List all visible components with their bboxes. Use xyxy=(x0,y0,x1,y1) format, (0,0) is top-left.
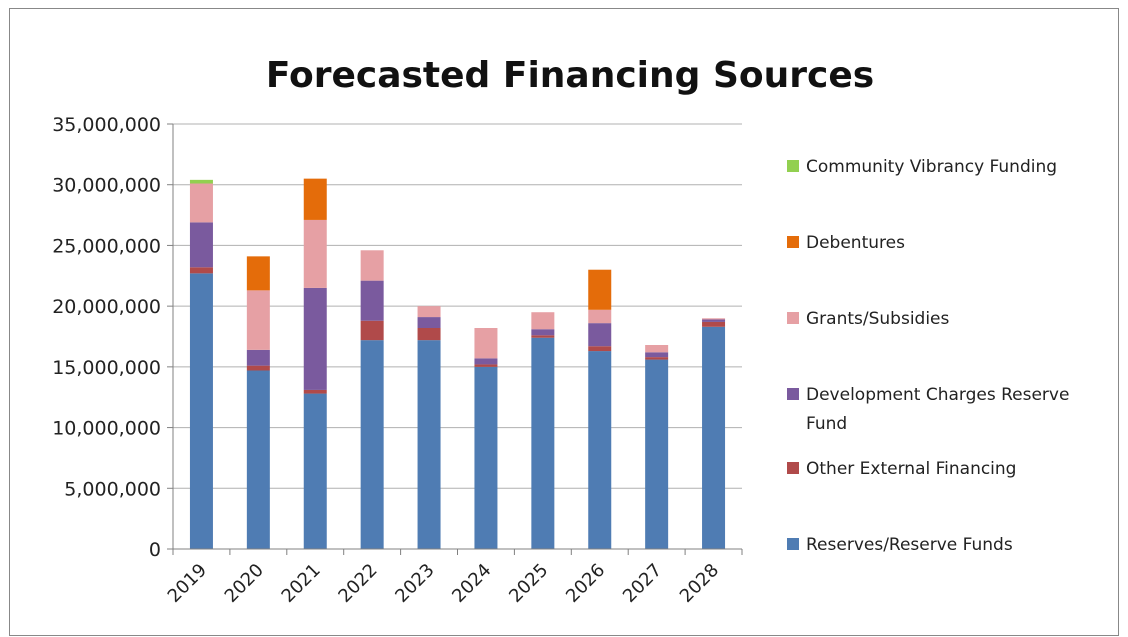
bar-segment xyxy=(417,328,441,341)
legend-label: Other External Financing xyxy=(806,459,1016,479)
bar-segment xyxy=(645,359,669,549)
bar-segment xyxy=(246,290,270,350)
bar-segment xyxy=(531,329,555,336)
bar-segment xyxy=(360,320,384,341)
legend-label: Grants/Subsidies xyxy=(806,309,950,329)
chart-title: Forecasted Financing Sources xyxy=(266,55,874,96)
bar-segment xyxy=(189,179,213,184)
x-axis-ticks: 2019 2020 2021 2022 2023 2024 2025 2026 2027 2028 xyxy=(164,549,743,607)
bar-segment xyxy=(189,273,213,549)
bar-segment xyxy=(360,340,384,549)
bar-segment xyxy=(246,370,270,549)
bar-segment xyxy=(531,312,555,330)
legend-swatch xyxy=(787,160,799,172)
legend-label: Development Charges Reserve xyxy=(806,385,1069,405)
stacked-bar-chart: Forecasted Financing Sources 0 5,000,000 1… xyxy=(52,55,1069,607)
legend-label: Debentures xyxy=(806,233,905,253)
bar-segment xyxy=(417,306,441,318)
legend-swatch xyxy=(787,462,799,474)
bar-segment xyxy=(702,326,726,549)
bar-segment xyxy=(303,393,327,549)
x-tick-label: 2022 xyxy=(334,560,381,607)
bar-segment xyxy=(246,256,270,291)
x-tick-label: 2026 xyxy=(562,560,609,607)
y-axis-ticks: 0 5,000,000 10,000,000 15,000,000 20,000,000… xyxy=(52,114,173,561)
bar-segment xyxy=(303,178,327,220)
bar-segment xyxy=(189,183,213,223)
bars xyxy=(189,178,726,549)
bar-segment xyxy=(645,357,669,360)
bar-segment xyxy=(474,366,498,549)
bar-segment xyxy=(189,267,213,274)
x-tick-label: 2019 xyxy=(164,560,211,607)
bar-segment xyxy=(588,351,612,549)
x-tick-label: 2023 xyxy=(391,560,438,607)
bar-segment xyxy=(417,340,441,549)
legend-label: Reserves/Reserve Funds xyxy=(806,535,1013,555)
x-tick-label: 2028 xyxy=(676,560,723,607)
bar-segment xyxy=(588,346,612,352)
x-tick-label: 2024 xyxy=(448,560,495,607)
y-tick-label: 35,000,000 xyxy=(52,114,161,136)
bar-segment xyxy=(645,352,669,358)
bar-segment xyxy=(588,269,612,310)
legend-label: Fund xyxy=(806,414,847,434)
bar-segment xyxy=(303,219,327,288)
bar-segment xyxy=(474,364,498,367)
legend: Community Vibrancy Funding Debentures Gran… xyxy=(787,157,1069,555)
bar-segment xyxy=(588,323,612,347)
bar-segment xyxy=(360,280,384,321)
x-tick-label: 2021 xyxy=(278,560,325,607)
bar-segment xyxy=(360,250,384,281)
bar-segment xyxy=(474,358,498,365)
legend-label: Community Vibrancy Funding xyxy=(806,157,1057,177)
chart-frame: Forecasted Financing Sources 0 5,000,000 1… xyxy=(9,8,1119,636)
y-tick-label: 15,000,000 xyxy=(52,357,161,379)
bar-segment xyxy=(531,335,555,338)
bar-segment xyxy=(702,319,726,322)
legend-swatch xyxy=(787,312,799,324)
bar-segment xyxy=(588,309,612,324)
bar-segment xyxy=(246,349,270,366)
bar-segment xyxy=(303,389,327,394)
legend-swatch xyxy=(787,388,799,400)
bar-segment xyxy=(702,318,726,320)
x-tick-label: 2027 xyxy=(619,560,666,607)
bar-segment xyxy=(531,337,555,549)
bar-segment xyxy=(702,321,726,327)
bar-segment xyxy=(474,328,498,359)
y-tick-label: 20,000,000 xyxy=(52,296,161,318)
y-tick-label: 10,000,000 xyxy=(52,418,161,440)
y-tick-label: 30,000,000 xyxy=(52,175,161,197)
legend-swatch xyxy=(787,538,799,550)
bar-segment xyxy=(417,317,441,328)
bar-segment xyxy=(645,345,669,353)
bar-segment xyxy=(303,287,327,390)
y-tick-label: 0 xyxy=(149,539,161,561)
bar-segment xyxy=(246,365,270,371)
x-tick-label: 2025 xyxy=(505,560,552,607)
bar-segment xyxy=(189,222,213,268)
y-tick-label: 5,000,000 xyxy=(64,478,161,500)
y-tick-label: 25,000,000 xyxy=(52,235,161,257)
x-tick-label: 2020 xyxy=(221,560,268,607)
legend-swatch xyxy=(787,236,799,248)
